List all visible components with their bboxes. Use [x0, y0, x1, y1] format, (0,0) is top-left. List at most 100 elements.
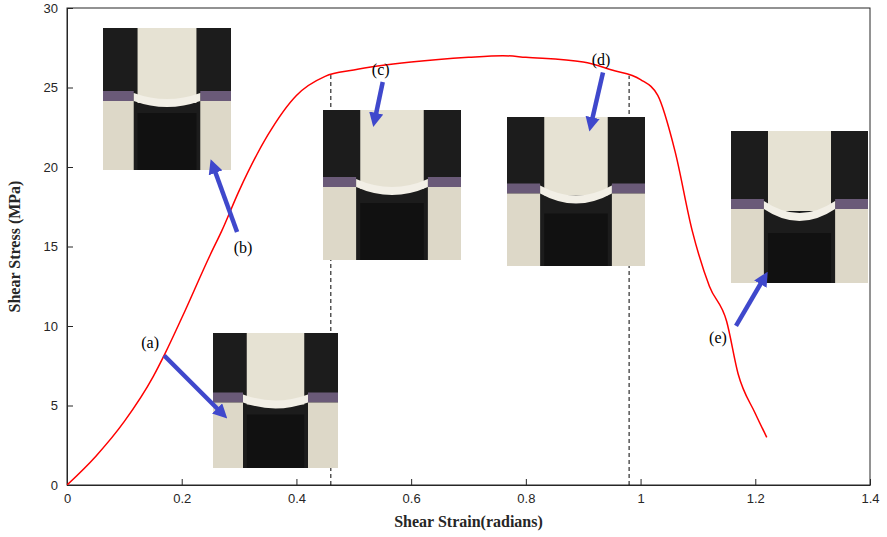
y-tick-label: 30: [44, 1, 58, 16]
y-tick-mark: [67, 88, 73, 89]
annotation-label: (a): [141, 334, 159, 352]
x-tick-label: 0.6: [403, 491, 421, 506]
plot-frame: [67, 8, 870, 485]
photo-background: [731, 131, 868, 283]
y-tick: 5: [51, 398, 73, 413]
x-tick: 1.2: [747, 479, 765, 506]
x-tick-mark: [296, 479, 297, 485]
y-tick-label: 0: [51, 478, 58, 493]
x-tick: 0.4: [288, 479, 306, 506]
x-tick-mark: [755, 479, 756, 485]
photo-gap: [768, 233, 831, 283]
specimen-top: [544, 117, 607, 196]
x-tick-mark: [411, 479, 412, 485]
y-tick: 30: [44, 1, 73, 16]
annotations: (a)(b)(c)(d)(e): [141, 51, 764, 413]
y-tick-label: 5: [51, 398, 58, 413]
x-tick-mark: [870, 479, 871, 485]
photo-insets: [103, 28, 868, 468]
stress-strain-curve: [67, 56, 767, 485]
y-tick-label: 20: [44, 160, 58, 175]
x-tick-mark: [526, 479, 527, 485]
x-tick-label: 0: [64, 491, 71, 506]
specimen-neck: [134, 93, 201, 107]
support-right: [308, 403, 338, 469]
clamp-right: [428, 177, 461, 187]
specimen-neck: [540, 186, 612, 204]
x-axis: 0 0.2 0.4 0.6 0.8 1 1.2 1.4: [64, 479, 880, 506]
chart: 0 0.2 0.4 0.6 0.8 1 1.2 1.4 0 5 10 15 20 25 30 Shear St…: [0, 0, 887, 537]
x-tick-label: 0.8: [517, 491, 535, 506]
x-axis-line: [68, 485, 871, 486]
photo-gap: [138, 113, 197, 170]
x-tick: 0.6: [403, 479, 421, 506]
support-right: [200, 101, 231, 170]
clamp-left: [103, 91, 134, 101]
plot: 0 0.2 0.4 0.6 0.8 1 1.2 1.4 0 5 10 15 20 25 30: [44, 1, 880, 507]
y-tick: 25: [44, 80, 73, 95]
specimen-top: [360, 110, 423, 189]
x-tick: 0.2: [173, 479, 191, 506]
x-tick-label: 1.2: [747, 491, 765, 506]
y-tick-mark: [67, 8, 73, 9]
y-axis: 0 5 10 15 20 25 30: [44, 1, 73, 493]
photo-background: [507, 117, 645, 266]
y-tick: 10: [44, 319, 73, 334]
specimen-top: [768, 131, 831, 211]
x-tick-mark: [182, 479, 183, 485]
clamp-right: [308, 393, 338, 403]
y-tick: 0: [51, 478, 73, 493]
support-left: [507, 194, 540, 267]
photo-background: [213, 333, 338, 468]
support-right: [835, 209, 868, 283]
clamp-right: [612, 184, 645, 194]
clamp-left: [323, 177, 356, 187]
x-tick-mark: [641, 479, 642, 485]
clamp-right: [200, 91, 231, 101]
y-tick-mark: [67, 485, 73, 486]
annotation-arrow: [591, 72, 603, 124]
y-tick-label: 10: [44, 319, 58, 334]
annotation-label: (d): [592, 51, 611, 69]
photo-gap: [544, 214, 607, 267]
support-left: [731, 209, 764, 283]
photo-inset: [213, 333, 338, 468]
annotation-arrow: [375, 82, 383, 120]
photo-inset: [323, 110, 461, 260]
y-tick: 20: [44, 160, 73, 175]
x-tick-label: 1: [637, 491, 644, 506]
annotation-label: (e): [709, 329, 727, 347]
y-tick-mark: [67, 247, 73, 248]
support-right: [428, 187, 461, 260]
clamp-left: [731, 199, 764, 209]
specimen-top: [138, 28, 197, 103]
support-right: [612, 194, 645, 267]
y-tick-mark: [67, 326, 73, 327]
support-left: [103, 101, 134, 170]
annotation-arrow: [213, 166, 237, 232]
annotation-arrow: [164, 355, 222, 413]
y-tick-mark: [67, 406, 73, 407]
annotation-label: (c): [372, 61, 390, 79]
specimen-neck: [356, 179, 428, 195]
clamp-left: [507, 184, 540, 194]
x-axis-title: Shear Strain(radians): [394, 513, 543, 531]
specimen-neck: [243, 395, 308, 409]
annotation-arrow: [736, 278, 764, 326]
specimen-neck: [764, 201, 835, 221]
x-tick: 0.8: [517, 479, 535, 506]
y-tick: 15: [44, 239, 73, 254]
x-tick-label: 0.4: [288, 491, 306, 506]
x-tick-label: 1.4: [861, 491, 879, 506]
x-tick: 1: [637, 479, 644, 506]
y-tick-mark: [67, 167, 73, 168]
marks: [67, 56, 767, 485]
x-tick-label: 0.2: [173, 491, 191, 506]
photo-gap: [247, 415, 305, 469]
y-tick-label: 25: [44, 80, 58, 95]
y-axis-title: Shear Stress (MPa): [6, 181, 24, 313]
support-left: [323, 187, 356, 260]
clamp-left: [213, 393, 243, 403]
support-left: [213, 403, 243, 469]
photo-gap: [360, 203, 423, 260]
